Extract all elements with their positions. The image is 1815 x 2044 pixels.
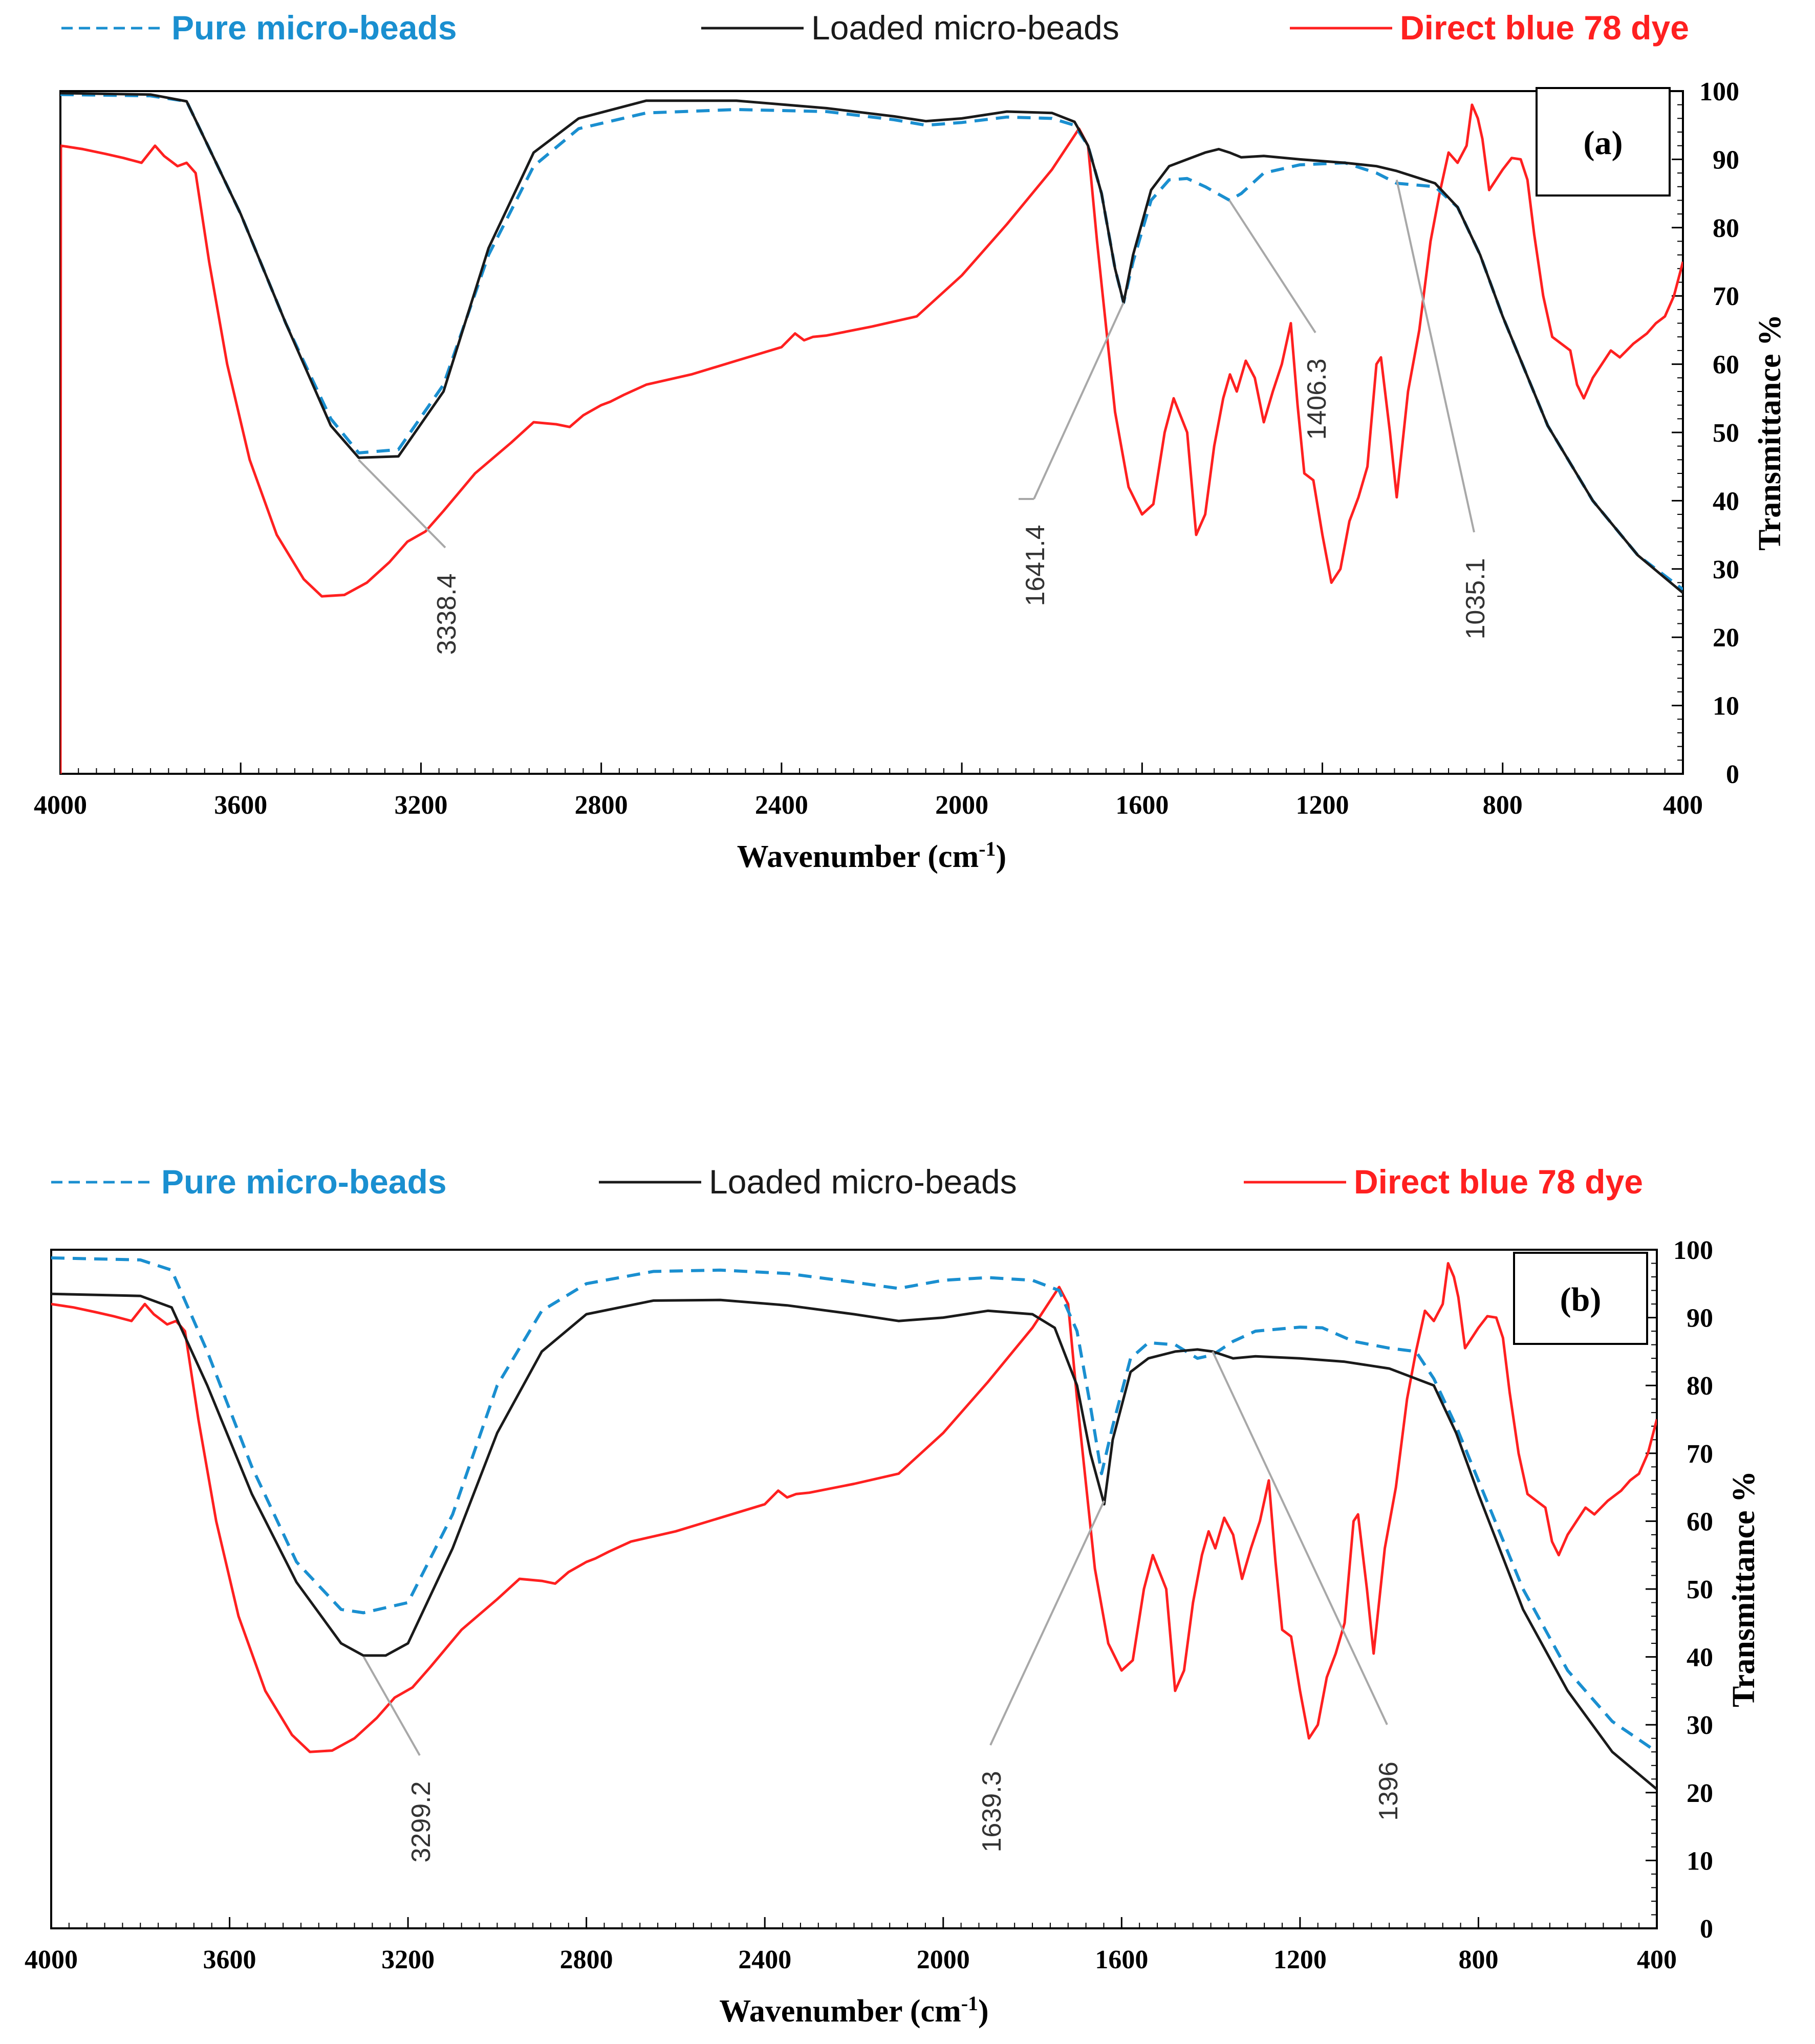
panel-label-box: [1536, 87, 1671, 197]
y-tick-label: 50: [1687, 1575, 1713, 1604]
annotation-leader: [1228, 200, 1316, 334]
x-tick-label: 3200: [381, 1945, 435, 1974]
y-tick-label: 30: [1713, 555, 1739, 584]
legend-label: Loaded micro-beads: [811, 9, 1119, 47]
annotation-leader: [1033, 302, 1125, 499]
x-axis-title: Wavenumber (cm-1): [737, 837, 1006, 874]
annotation-label: 1641.4: [1021, 525, 1050, 606]
y-tick-label: 70: [1713, 282, 1739, 311]
y-tick-label: 10: [1687, 1846, 1713, 1876]
y-tick-label: 80: [1713, 214, 1739, 243]
x-tick-label: 2400: [738, 1945, 791, 1974]
x-axis-title-text: Wavenumber (cm: [719, 1994, 961, 2029]
legend-label: Direct blue 78 dye: [1400, 9, 1689, 47]
annotation-label: 1035.1: [1461, 558, 1490, 639]
y-tick-label: 70: [1687, 1440, 1713, 1469]
x-tick-label: 1600: [1115, 791, 1169, 820]
legend-label: Loaded micro-beads: [709, 1163, 1017, 1201]
y-tick-label: 40: [1713, 487, 1739, 516]
x-axis-title-close: ): [996, 839, 1007, 874]
x-tick-label: 3600: [214, 791, 267, 820]
legend-label: Pure micro-beads: [171, 9, 457, 47]
x-tick-label: 1600: [1095, 1945, 1148, 1974]
x-tick-label: 2400: [755, 791, 808, 820]
chart-panel-a: Pure micro-beads Loaded micro-beads Direct…: [34, 9, 1787, 874]
x-tick-label: 4000: [34, 791, 87, 820]
x-tick-label: 3200: [394, 791, 447, 820]
panel-label: (b): [1560, 1281, 1602, 1318]
annotation-label: 3299.2: [406, 1781, 436, 1862]
x-axis-title: Wavenumber (cm-1): [719, 1992, 988, 2029]
annotation-leader: [362, 1656, 421, 1756]
x-axis-title-superscript: -1: [961, 1992, 978, 2015]
series-line-direct-blue-78-dye: [60, 103, 1683, 774]
x-tick-label: 800: [1483, 791, 1523, 820]
y-tick-label: 100: [1673, 1236, 1713, 1265]
y-tick-label: 10: [1713, 692, 1739, 721]
x-tick-label: 2800: [575, 791, 628, 820]
series-line-loaded-micro-beads: [51, 1292, 1657, 1791]
x-axis-title-close: ): [978, 1994, 989, 2029]
y-tick-label: 100: [1699, 77, 1739, 106]
y-tick-label: 0: [1700, 1915, 1713, 1944]
series-line-loaded-micro-beads: [60, 92, 1683, 594]
legend-label: Direct blue 78 dye: [1354, 1163, 1643, 1201]
y-tick-label: 0: [1726, 760, 1739, 789]
y-tick-label: 20: [1687, 1779, 1713, 1808]
annotation-leader: [1212, 1351, 1388, 1725]
y-tick-label: 60: [1687, 1507, 1713, 1536]
x-tick-label: 1200: [1296, 791, 1349, 820]
panel-label-box: [1513, 1252, 1648, 1345]
x-tick-label: 400: [1663, 791, 1703, 820]
annotation-label: 1406.3: [1302, 358, 1332, 440]
y-tick-label: 90: [1687, 1304, 1713, 1333]
x-tick-label: 2800: [560, 1945, 613, 1974]
annotation-label: 3338.4: [432, 573, 462, 655]
y-axis-title: Transmittance %: [1726, 1471, 1761, 1707]
y-tick-label: 30: [1687, 1711, 1713, 1740]
annotation-leader: [1395, 179, 1475, 533]
legend-label: Pure micro-beads: [161, 1163, 447, 1201]
series-line-pure-micro-beads: [51, 1256, 1657, 1753]
y-tick-label: 50: [1713, 419, 1739, 448]
x-axis-title-text: Wavenumber (cm: [737, 839, 979, 874]
y-tick-label: 80: [1687, 1372, 1713, 1401]
annotation-leader: [358, 459, 446, 549]
y-tick-label: 20: [1713, 623, 1739, 653]
x-axis-title-superscript: -1: [979, 837, 996, 860]
annotation-leader: [989, 1500, 1105, 1746]
panel-label: (a): [1584, 124, 1623, 162]
x-tick-label: 800: [1458, 1945, 1498, 1974]
x-tick-label: 3600: [203, 1945, 256, 1974]
series-line-direct-blue-78-dye: [51, 1262, 1657, 1753]
y-axis-title: Transmittance %: [1753, 314, 1787, 551]
annotation-label: 1396: [1374, 1762, 1403, 1821]
chart-panel-b: Pure micro-beads Loaded micro-beads Direct…: [25, 1163, 1761, 2029]
x-tick-label: 4000: [25, 1945, 78, 1974]
x-tick-label: 1200: [1273, 1945, 1327, 1974]
y-tick-label: 90: [1713, 145, 1739, 175]
x-tick-label: 2000: [917, 1945, 970, 1974]
y-tick-label: 40: [1687, 1643, 1713, 1672]
x-tick-label: 2000: [935, 791, 988, 820]
y-tick-label: 60: [1713, 351, 1739, 380]
x-tick-label: 400: [1637, 1945, 1677, 1974]
annotation-label: 1639.3: [977, 1771, 1007, 1852]
